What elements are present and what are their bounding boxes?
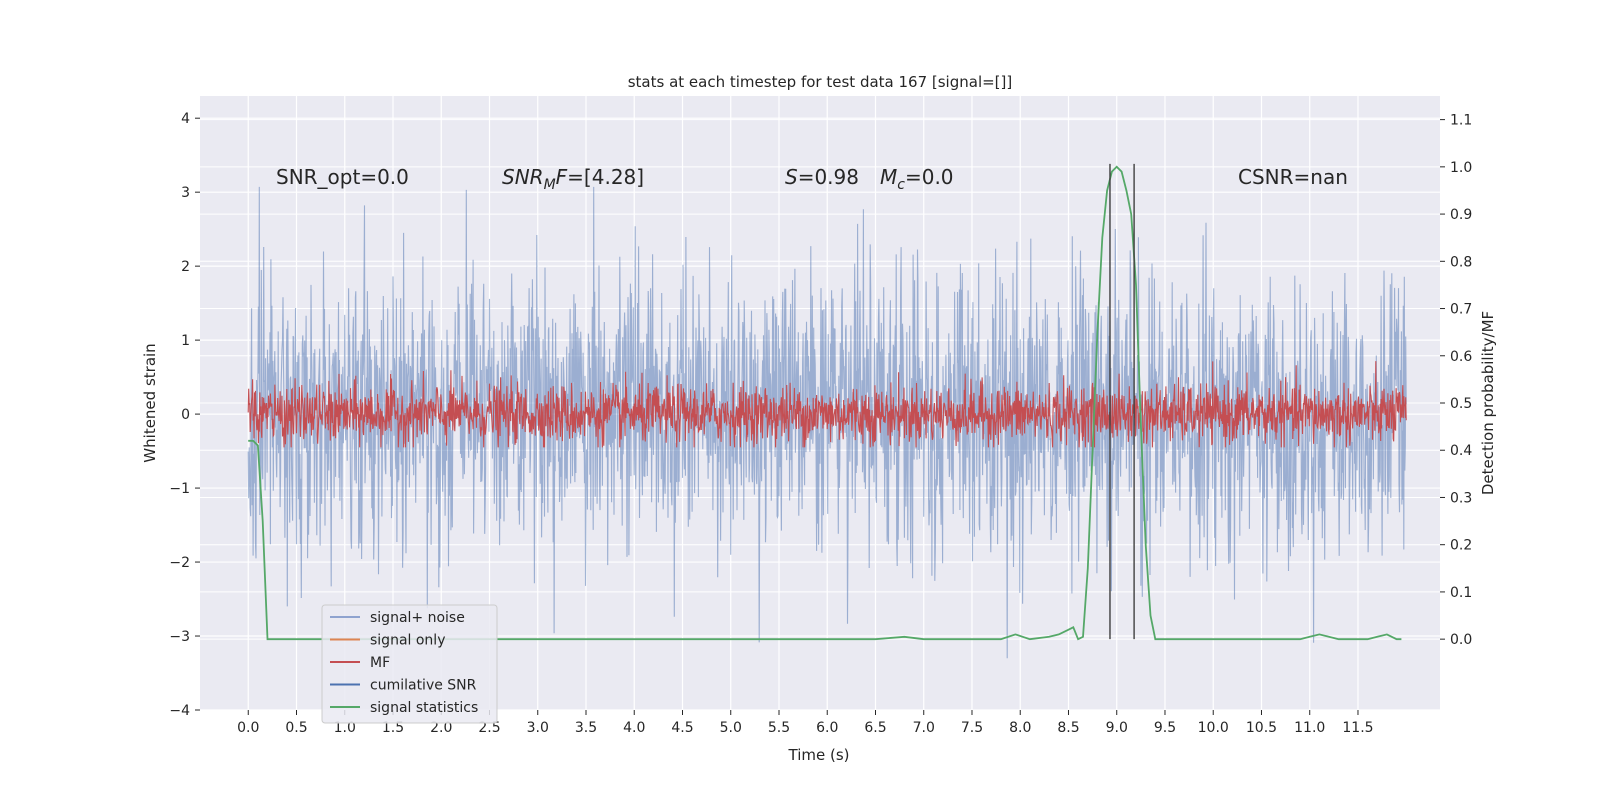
y-right-tick-label: 0.4 — [1450, 443, 1472, 459]
y-left-tick-label: −3 — [169, 629, 190, 645]
x-tick-label: 4.5 — [671, 720, 693, 736]
legend-label: MF — [370, 655, 390, 671]
legend-label: signal statistics — [370, 700, 478, 716]
y-right-tick-label: 0.8 — [1450, 254, 1472, 270]
mf-line — [247, 361, 1407, 448]
signal-noise-line — [247, 186, 1407, 659]
x-tick-label: 9.0 — [1106, 720, 1128, 736]
x-tick-label: 7.5 — [961, 720, 983, 736]
y-right-tick-label: 0.1 — [1450, 585, 1472, 601]
annotation-mc-value: Mc=0.0 — [880, 165, 954, 193]
x-tick-label: 7.0 — [913, 720, 935, 736]
x-tick-label: 0.0 — [237, 720, 259, 736]
y-axis-label-left: Whitened strain — [141, 343, 159, 462]
y-right-tick-label: 0.5 — [1450, 396, 1472, 412]
y-right-tick-label: 0.7 — [1450, 302, 1472, 318]
x-axis-label: Time (s) — [788, 746, 850, 764]
annotation-snr-mf: SNRMF=[4.28] — [502, 165, 644, 193]
x-tick-label: 9.5 — [1154, 720, 1176, 736]
signal-statistics-series — [248, 165, 1402, 641]
legend-label: signal+ noise — [370, 610, 465, 626]
x-tick-label: 1.5 — [382, 720, 404, 736]
x-tick-label: 6.5 — [864, 720, 886, 736]
x-tick-label: 8.5 — [1057, 720, 1079, 736]
x-tick-label: 6.0 — [816, 720, 838, 736]
annotation-snr-opt: SNR_opt=0.0 — [276, 165, 409, 189]
x-tick-label: 8.0 — [1009, 720, 1031, 736]
annotation-s-value: S=0.98 — [785, 165, 859, 189]
y-right-tick-label: 0.0 — [1450, 632, 1472, 648]
legend: signal+ noise signal only MF cumilative SNR… — [321, 604, 498, 724]
y-right-tick-label: 1.1 — [1450, 113, 1472, 129]
y-left-tick-label: 4 — [181, 111, 190, 127]
y-right-tick-label: 0.3 — [1450, 490, 1472, 506]
annotations: SNR_opt=0.0 SNRMF=[4.28] S=0.98 Mc=0.0 C… — [276, 165, 1348, 193]
y-left-tick-label: 1 — [181, 333, 190, 349]
y-left-tick-label: 2 — [181, 259, 190, 275]
y-left-tick-label: −4 — [169, 703, 190, 719]
vertical-markers — [1109, 163, 1135, 640]
legend-label: signal only — [370, 633, 445, 649]
x-tick-label: 10.0 — [1198, 720, 1229, 736]
chart-title: stats at each timestep for test data 167… — [628, 73, 1013, 91]
x-tick-label: 11.5 — [1342, 720, 1373, 736]
x-tick-label: 10.5 — [1246, 720, 1277, 736]
x-tick-label: 5.5 — [768, 720, 790, 736]
x-tick-label: 1.0 — [334, 720, 356, 736]
y-right-tick-label: 0.9 — [1450, 207, 1472, 223]
y-right-tick-label: 0.6 — [1450, 349, 1472, 365]
y-left-tick-label: −1 — [169, 481, 190, 497]
y-axis-label-right: Detection probability/MF — [1479, 311, 1497, 495]
signal-statistics-line — [248, 165, 1402, 641]
x-tick-label: 0.5 — [285, 720, 307, 736]
x-tick-label: 2.0 — [430, 720, 452, 736]
legend-entries: signal+ noise signal only MF cumilative SNR… — [330, 610, 478, 716]
x-tick-label: 4.0 — [623, 720, 645, 736]
y-right-tick-label: 0.2 — [1450, 538, 1472, 554]
legend-label: cumilative SNR — [370, 678, 477, 694]
legend-box — [321, 604, 498, 724]
x-tick-label: 11.0 — [1294, 720, 1325, 736]
signal-noise-series — [247, 186, 1407, 659]
y-left-tick-label: 3 — [181, 185, 190, 201]
y-left-tick-label: 0 — [181, 407, 190, 423]
x-tick-label: 3.0 — [527, 720, 549, 736]
mf-series — [247, 361, 1407, 448]
x-tick-label: 3.5 — [575, 720, 597, 736]
axis-ticks: 0.0 0.5 1.0 1.5 2.0 2.5 3.0 3.5 4.0 4.5 5.0 5.5 6.0 6… — [169, 111, 1472, 736]
x-tick-label: 2.5 — [478, 720, 500, 736]
annotation-csnr: CSNR=nan — [1238, 165, 1348, 189]
y-left-tick-label: −2 — [169, 555, 190, 571]
y-right-tick-label: 1.0 — [1450, 160, 1472, 176]
x-tick-label: 5.0 — [720, 720, 742, 736]
